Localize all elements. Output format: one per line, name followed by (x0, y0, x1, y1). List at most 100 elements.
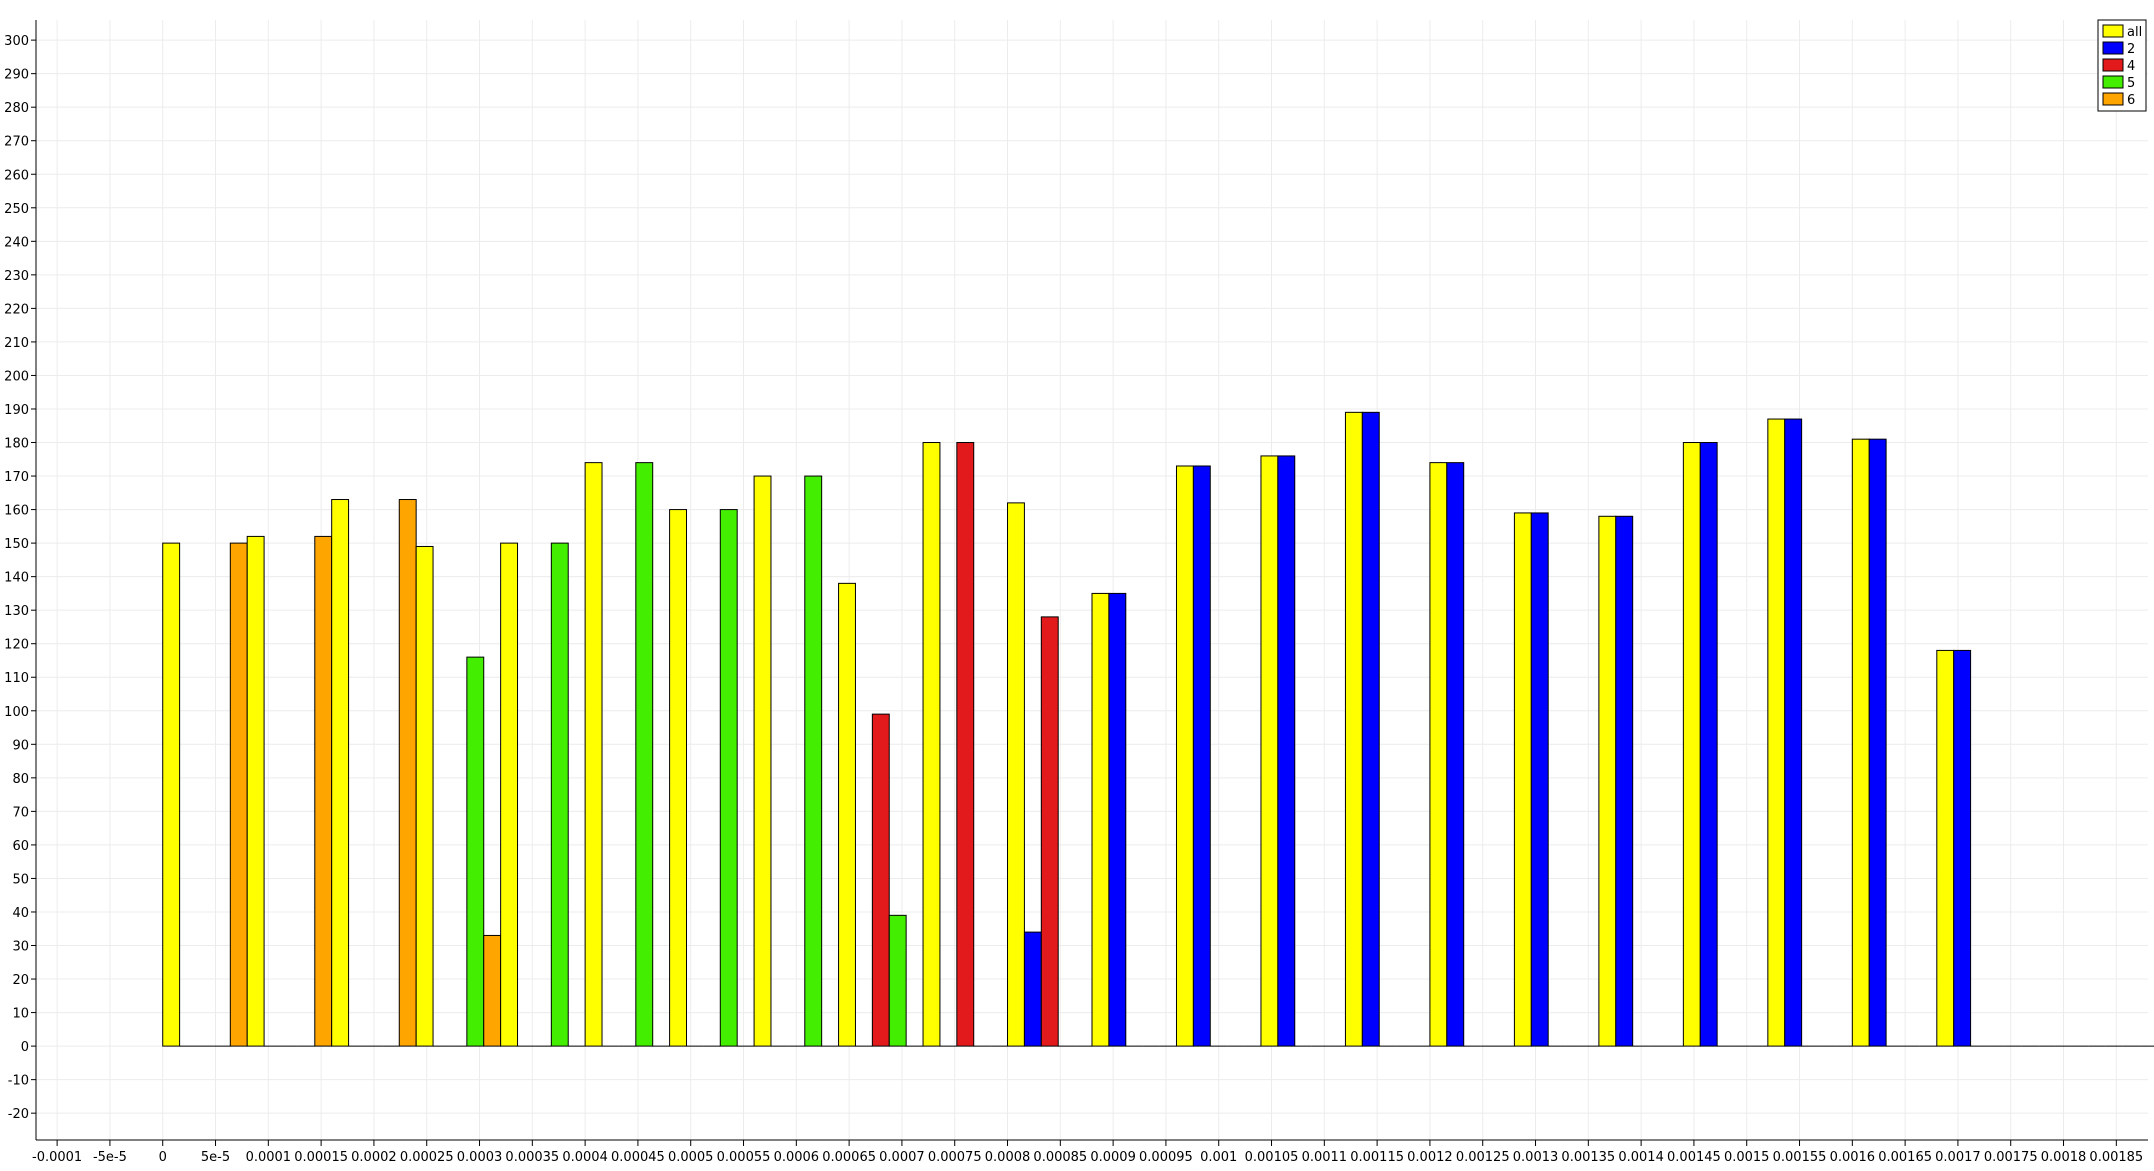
x-tick-label: 0.0007 (879, 1150, 925, 1165)
bar-6 (229, 542, 248, 1047)
y-tick-label: 230 (4, 269, 29, 284)
bar-6 (398, 499, 417, 1047)
x-tick-label: 0 (159, 1150, 167, 1165)
y-tick-label: 220 (4, 302, 29, 317)
x-tick-label: 0.0018 (2041, 1150, 2087, 1165)
x-tick-label: 0.0004 (562, 1150, 608, 1165)
y-tick-label: 200 (4, 369, 29, 384)
y-tick-label: 260 (4, 168, 29, 183)
y-tick-label: 110 (4, 671, 29, 686)
x-tick-label: 0.0014 (1618, 1150, 1664, 1165)
x-tick-label: 0.00045 (611, 1150, 665, 1165)
legend-swatch-2 (2102, 41, 2124, 55)
bar-4 (1040, 616, 1059, 1047)
bar-2 (1615, 515, 1634, 1047)
x-tick-label: 0.00125 (1456, 1150, 1510, 1165)
y-tick-label: 160 (4, 504, 29, 519)
bar-5 (719, 509, 738, 1047)
y-tick-label: 60 (12, 839, 29, 854)
x-tick-label: 0.00075 (928, 1150, 982, 1165)
bar-2 (1277, 455, 1296, 1047)
bar-2 (1868, 438, 1887, 1047)
y-tick-label: 100 (4, 705, 29, 720)
bar-all (1851, 438, 1870, 1047)
bars (162, 411, 2154, 1047)
legend-label-2: 2 (2127, 42, 2135, 57)
bar-all (669, 509, 687, 1047)
bar-5 (888, 914, 907, 1047)
x-tick-label: 0.00185 (2089, 1150, 2143, 1165)
y-tick-label: 80 (12, 772, 29, 787)
legend-label-5: 5 (2127, 76, 2135, 91)
y-tick-label: 270 (4, 135, 29, 150)
bar-all (1429, 462, 1448, 1047)
y-tick-label: -20 (8, 1107, 29, 1122)
bar-2 (1108, 592, 1127, 1047)
legend-label-4: 4 (2127, 59, 2135, 74)
x-tick-label: 0.0012 (1407, 1150, 1453, 1165)
y-tick-label: 180 (4, 437, 29, 452)
y-tick-label: 300 (4, 34, 29, 49)
x-tick-label: 0.00115 (1350, 1150, 1404, 1165)
legend-swatch-5 (2102, 75, 2124, 89)
bar-all (1598, 515, 1617, 1047)
bar-all (331, 499, 350, 1047)
bar-2 (1023, 931, 1042, 1047)
x-tick-label: 0.00155 (1773, 1150, 1827, 1165)
x-tick-label: 0.00025 (400, 1150, 454, 1165)
bar-2 (1699, 442, 1718, 1047)
y-tick-label: 70 (12, 805, 29, 820)
y-axis-ticks: -20 -10 0 10 20 30 40 50 60 70 80 90 100 110 120 130 140… (4, 34, 36, 1122)
bar-all (1091, 592, 1110, 1047)
bar-2 (1446, 462, 1465, 1047)
bar-all (1175, 465, 1194, 1047)
y-tick-label: 10 (12, 1007, 29, 1022)
bar-all (162, 542, 181, 1047)
bar-all (246, 535, 265, 1047)
bar-all (1007, 502, 1025, 1047)
bar-all (1682, 442, 1701, 1047)
bar-all (1513, 512, 1532, 1047)
bar-2 (1530, 512, 1549, 1047)
x-axis-ticks: -0.0001 -5e-5 0 5e-5 0.0001 0.00015 0.0002 0.00… (32, 1140, 2143, 1165)
bar-5 (804, 475, 823, 1047)
x-tick-label: 0.0003 (457, 1150, 503, 1165)
x-tick-label: 0.00085 (1033, 1150, 1087, 1165)
x-tick-label: 0.0011 (1302, 1150, 1348, 1165)
y-tick-label: -10 (8, 1074, 29, 1089)
x-tick-label: 0.00065 (822, 1150, 876, 1165)
y-tick-label: 280 (4, 101, 29, 116)
x-tick-label: 0.0008 (985, 1150, 1031, 1165)
bar-5 (550, 542, 569, 1047)
x-tick-label: 0.0016 (1830, 1150, 1876, 1165)
y-tick-label: 30 (12, 940, 29, 955)
bar-4 (956, 442, 975, 1047)
y-tick-label: 240 (4, 235, 29, 250)
bar-all (922, 442, 941, 1047)
y-tick-label: 120 (4, 638, 29, 653)
legend-swatch-6 (2102, 92, 2124, 106)
bar-5 (635, 462, 654, 1047)
bar-all (584, 462, 603, 1047)
x-tick-label: 0.00145 (1667, 1150, 1721, 1165)
bar-2 (1784, 418, 1803, 1047)
legend: all 2 4 5 6 (2097, 19, 2147, 112)
bar-2 (1361, 411, 1380, 1047)
bar-all (753, 475, 772, 1047)
x-tick-label: 0.0006 (774, 1150, 820, 1165)
bar-all (1767, 418, 1786, 1047)
x-tick-label: -0.0001 (32, 1150, 82, 1165)
x-tick-label: 0.0017 (1935, 1150, 1981, 1165)
bar-all (1936, 649, 1955, 1047)
bar-5 (466, 656, 485, 1047)
bar-6 (314, 535, 333, 1047)
legend-label-all: all (2127, 25, 2142, 40)
y-tick-label: 190 (4, 403, 29, 418)
x-tick-label: 0.0009 (1090, 1150, 1136, 1165)
legend-label-6: 6 (2127, 93, 2135, 108)
x-tick-label: 0.0005 (668, 1150, 714, 1165)
y-tick-label: 40 (12, 906, 29, 921)
y-tick-label: 90 (12, 738, 29, 753)
